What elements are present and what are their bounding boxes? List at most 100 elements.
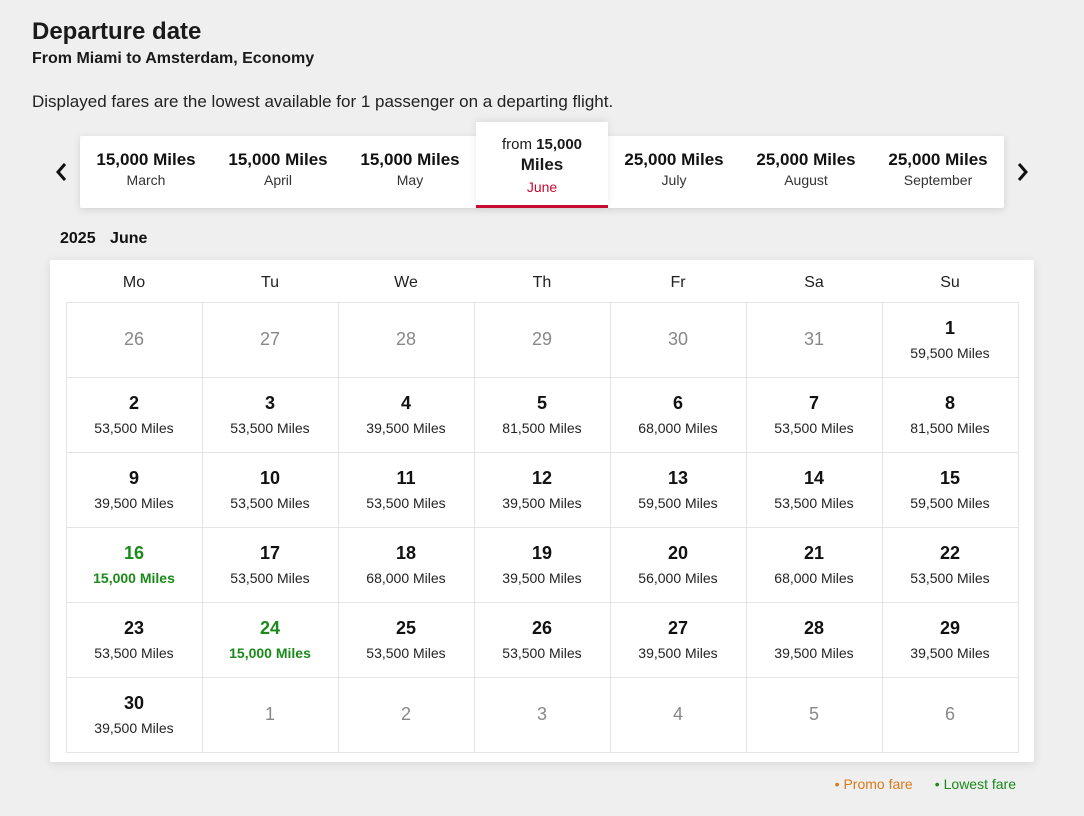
prev-months-button[interactable]: [44, 142, 80, 202]
calendar-cell[interactable]: 1615,000 Miles: [66, 527, 203, 603]
calendar-cell[interactable]: 2056,000 Miles: [610, 527, 747, 603]
day-number: 26: [532, 618, 552, 639]
calendar-cell-disabled: 31: [746, 302, 883, 378]
calendar-cell[interactable]: 4 39,500 Miles: [338, 377, 475, 453]
calendar-cell[interactable]: 2415,000 Miles: [202, 602, 339, 678]
day-miles: 68,000 Miles: [638, 420, 717, 436]
calendar-cell[interactable]: 17 53,500 Miles: [202, 527, 339, 603]
dow-label: Fr: [610, 274, 746, 292]
day-number: 4: [401, 393, 411, 414]
month-tab-september[interactable]: 25,000 Miles September: [872, 136, 1004, 208]
calendar-cell-disabled: 29: [474, 302, 611, 378]
day-miles: 39,500 Miles: [366, 420, 445, 436]
day-miles: 53,500 Miles: [366, 645, 445, 661]
day-number: 24: [260, 618, 280, 639]
calendar-cell[interactable]: 1153,500 Miles: [338, 452, 475, 528]
day-miles: 53,500 Miles: [502, 645, 581, 661]
calendar-cell[interactable]: 2168,000 Miles: [746, 527, 883, 603]
calendar-cell[interactable]: 581,500 Miles: [474, 377, 611, 453]
month-tab-miles: 25,000 Miles: [612, 150, 736, 170]
day-miles: 59,500 Miles: [638, 495, 717, 511]
calendar-cell[interactable]: 1453,500 Miles: [746, 452, 883, 528]
calendar-cell[interactable]: 1239,500 Miles: [474, 452, 611, 528]
day-miles: 39,500 Miles: [94, 720, 173, 736]
day-number: 26: [124, 329, 144, 350]
calendar-cell-disabled: 28: [338, 302, 475, 378]
calendar-cell-disabled: 27: [202, 302, 339, 378]
calendar-cell-disabled: 3: [474, 677, 611, 753]
month-tab-miles: 15,000 Miles: [216, 150, 340, 170]
calendar-cell-disabled: 30: [610, 302, 747, 378]
day-number: 6: [945, 704, 955, 725]
day-number: 13: [668, 468, 688, 489]
calendar-cell[interactable]: 26 53,500 Miles: [474, 602, 611, 678]
day-miles: 59,500 Miles: [910, 495, 989, 511]
calendar-cell[interactable]: 9 39,500 Miles: [66, 452, 203, 528]
calendar-cell[interactable]: 22 53,500 Miles: [882, 527, 1019, 603]
day-number: 1: [265, 704, 275, 725]
next-months-button[interactable]: [1004, 142, 1040, 202]
chevron-right-icon: [1015, 162, 1029, 182]
calendar-cell[interactable]: 3039,500 Miles: [66, 677, 203, 753]
day-miles: 39,500 Miles: [94, 495, 173, 511]
calendar-cell[interactable]: 15 59,500 Miles: [882, 452, 1019, 528]
calendar-cell[interactable]: 2739,500 Miles: [610, 602, 747, 678]
dow-label: Su: [882, 274, 1018, 292]
day-miles: 53,500 Miles: [910, 570, 989, 586]
calendar-cell[interactable]: 2839,500 Miles: [746, 602, 883, 678]
day-number: 9: [129, 468, 139, 489]
calendar-year: 2025: [60, 230, 96, 247]
month-tab-april[interactable]: 15,000 Miles April: [212, 136, 344, 208]
day-number: 28: [396, 329, 416, 350]
calendar-cell[interactable]: 2353,500 Miles: [66, 602, 203, 678]
calendar-cell[interactable]: 668,000 Miles: [610, 377, 747, 453]
day-number: 15: [940, 468, 960, 489]
calendar-cell[interactable]: 159,500 Miles: [882, 302, 1019, 378]
month-tab-miles: 15,000: [536, 136, 582, 153]
calendar-cell[interactable]: 753,500 Miles: [746, 377, 883, 453]
month-tab-name: June: [480, 179, 604, 195]
calendar-cell[interactable]: 353,500 Miles: [202, 377, 339, 453]
month-tab-august[interactable]: 25,000 MilesAugust: [740, 136, 872, 208]
calendar-cell[interactable]: 13 59,500 Miles: [610, 452, 747, 528]
day-number: 17: [260, 543, 280, 564]
day-number: 18: [396, 543, 416, 564]
day-number: 4: [673, 704, 683, 725]
day-number: 29: [940, 618, 960, 639]
day-miles: 39,500 Miles: [774, 645, 853, 661]
day-number: 14: [804, 468, 824, 489]
calendar-cell[interactable]: 29 39,500 Miles: [882, 602, 1019, 678]
day-number: 7: [809, 393, 819, 414]
month-tab-name: September: [876, 172, 1000, 188]
day-number: 22: [940, 543, 960, 564]
month-tab-name: August: [744, 172, 868, 188]
month-tab-may[interactable]: 15,000 MilesMay: [344, 136, 476, 208]
dow-label: We: [338, 274, 474, 292]
calendar-cell[interactable]: 1053,500 Miles: [202, 452, 339, 528]
calendar-cell[interactable]: 881,500 Miles: [882, 377, 1019, 453]
month-tab-name: April: [216, 172, 340, 188]
day-number: 3: [537, 704, 547, 725]
calendar-cell[interactable]: 1939,500 Miles: [474, 527, 611, 603]
calendar-cell[interactable]: 18 68,000 Miles: [338, 527, 475, 603]
day-miles: 39,500 Miles: [910, 645, 989, 661]
month-tab-march[interactable]: 15,000 MilesMarch: [80, 136, 212, 208]
day-number: 2: [129, 393, 139, 414]
month-tab-june[interactable]: from 15,000MilesJune: [476, 122, 608, 208]
month-tab-miles: 25,000 Miles: [876, 150, 1000, 170]
legend-promo-fare: •Promo fare: [835, 776, 913, 792]
month-tab-miles: 15,000 Miles: [348, 150, 472, 170]
calendar-cell[interactable]: 253,500 Miles: [66, 377, 203, 453]
day-miles: 53,500 Miles: [230, 495, 309, 511]
calendar-cell[interactable]: 2553,500 Miles: [338, 602, 475, 678]
day-number: 8: [945, 393, 955, 414]
calendar-month: June: [110, 230, 147, 247]
calendar-cell-disabled: 5: [746, 677, 883, 753]
dow-label: Sa: [746, 274, 882, 292]
month-tab-july[interactable]: 25,000 MilesJuly: [608, 136, 740, 208]
calendar-year-month: 2025 June: [60, 230, 1052, 248]
day-miles: 68,000 Miles: [366, 570, 445, 586]
day-miles: 53,500 Miles: [230, 570, 309, 586]
calendar-cell-disabled: 26: [66, 302, 203, 378]
month-tab-from: from: [502, 136, 532, 153]
